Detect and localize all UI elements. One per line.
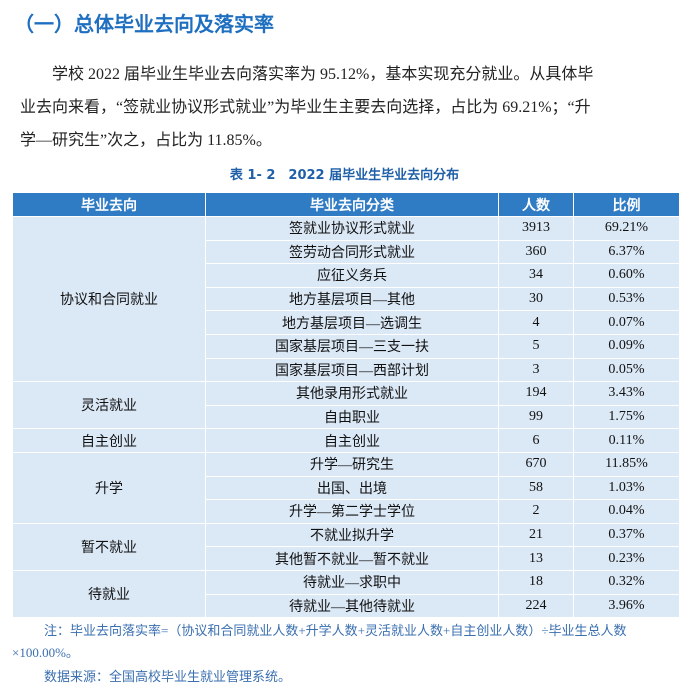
count-cell: 30	[498, 286, 574, 312]
table-row: 地方基层项目—其他 30 0.53%	[13, 286, 680, 312]
ratio-cell: 0.09%	[573, 333, 680, 359]
category-cell: 国家基层项目—三支一扶	[205, 333, 499, 359]
ratio-cell: 1.03%	[573, 475, 680, 501]
header-cell: 毕业去向	[12, 192, 206, 217]
table-row: 出国、出境 58 1.03%	[13, 475, 680, 501]
header-row: 毕业去向 毕业去向分类 人数 比例	[12, 192, 680, 217]
count-cell: 6	[498, 428, 574, 453]
table-row: 灵活就业 其他录用形式就业 194 3.43%	[12, 381, 680, 430]
paragraph-line: 学校 2022 届毕业生毕业去向落实率为 95.12%，基本实现充分就业。从具体…	[52, 66, 594, 83]
paragraph-line: 业去向来看，“签就业协议形式就业”为毕业生主要去向选择，占比为 69.21%；“…	[20, 99, 591, 116]
ratio-cell: 69.21%	[573, 216, 680, 241]
count-cell: 5	[498, 333, 574, 359]
table-row: 暂不就业 不就业拟升学 21 0.37%	[12, 522, 680, 571]
category-cell: 签劳动合同形式就业	[205, 239, 499, 265]
ratio-cell: 0.05%	[573, 357, 680, 383]
count-cell: 21	[498, 522, 574, 548]
ratio-cell: 0.11%	[573, 428, 680, 453]
table-body: 协议和合同就业 签就业协议形式就业 3913 69.21% 签劳动合同形式就业 360 6.…	[12, 215, 680, 619]
ratio-cell: 6.37%	[573, 239, 680, 265]
ratio-cell: 3.96%	[573, 593, 680, 619]
ratio-cell: 0.07%	[573, 310, 680, 335]
table-row: 签劳动合同形式就业 360 6.37%	[13, 239, 680, 265]
table-row: 协议和合同就业 签就业协议形式就业 3913 69.21%	[12, 215, 680, 383]
notes: 注：毕业去向落实率=（协议和合同就业人数+升学人数+灵活就业人数+自主创业人数）…	[12, 620, 667, 688]
count-cell: 3	[498, 357, 574, 383]
ratio-cell: 0.53%	[573, 286, 680, 312]
table-row: 待就业—其他待就业 224 3.96%	[13, 593, 680, 619]
category-cell: 其他录用形式就业	[205, 381, 499, 406]
count-cell: 18	[498, 569, 574, 595]
group-cell: 协议和合同就业	[12, 215, 206, 383]
table-row: 升学—第二学士学位 2 0.04%	[13, 499, 680, 524]
ratio-cell: 1.75%	[573, 404, 680, 430]
group-cell: 暂不就业	[12, 522, 206, 571]
header-cell: 毕业去向分类	[205, 192, 499, 217]
category-cell: 地方基层项目—选调生	[205, 310, 499, 335]
ratio-cell: 3.43%	[573, 381, 680, 406]
header-cell: 比例	[573, 192, 680, 217]
count-cell: 3913	[498, 216, 574, 241]
count-cell: 670	[498, 451, 574, 477]
count-cell: 360	[498, 239, 574, 265]
group-cell: 待就业	[12, 569, 206, 619]
count-cell: 2	[498, 499, 574, 524]
table-row: 升学 升学—研究生 670 11.85%	[12, 451, 680, 524]
ratio-cell: 0.37%	[573, 522, 680, 548]
count-cell: 4	[498, 310, 574, 335]
category-cell: 应征义务兵	[205, 263, 499, 288]
group-cell: 自主创业	[12, 428, 206, 453]
category-cell: 升学—研究生	[205, 451, 499, 477]
note: 数据来源：全国高校毕业生就业管理系统。	[44, 669, 292, 684]
header-cell: 人数	[498, 192, 574, 217]
table-row: 自主创业 自主创业 6 0.11%	[12, 428, 680, 453]
count-cell: 58	[498, 475, 574, 501]
count-cell: 194	[498, 381, 574, 406]
table-row: 其他暂不就业—暂不就业 13 0.23%	[13, 546, 680, 571]
ratio-cell: 0.60%	[573, 263, 680, 288]
count-cell: 13	[498, 546, 574, 571]
category-cell: 国家基层项目—西部计划	[205, 357, 499, 383]
paragraph: 学校 2022 届毕业生毕业去向落实率为 95.12%，基本实现充分就业。从具体…	[20, 62, 660, 161]
category-cell: 签就业协议形式就业	[205, 216, 499, 241]
table-caption: 表 1- 2 2022 届毕业生毕业去向分布	[229, 168, 460, 183]
category-cell: 自由职业	[205, 404, 499, 430]
paragraph-line: 学—研究生”次之，占比为 11.85%。	[20, 132, 272, 149]
table-row: 待就业 待就业—求职中 18 0.32%	[12, 569, 680, 619]
group-cell: 灵活就业	[12, 381, 206, 430]
count-cell: 99	[498, 404, 574, 430]
table: 毕业去向 毕业去向分类 人数 比例 协议和合同就业 签就业协议形式就业 3913 69.21…	[12, 192, 680, 619]
category-cell: 出国、出境	[205, 475, 499, 501]
count-cell: 34	[498, 263, 574, 288]
table-row: 自由职业 99 1.75%	[13, 404, 680, 430]
category-cell: 待就业—求职中	[205, 569, 499, 595]
table-row: 应征义务兵 34 0.60%	[13, 263, 680, 288]
table-row: 国家基层项目—三支一扶 5 0.09%	[13, 333, 680, 359]
count-cell: 224	[498, 593, 574, 619]
table-row: 地方基层项目—选调生 4 0.07%	[13, 310, 680, 335]
group-cell: 升学	[12, 451, 206, 524]
category-cell: 其他暂不就业—暂不就业	[205, 546, 499, 571]
category-cell: 自主创业	[205, 428, 499, 453]
category-cell: 待就业—其他待就业	[205, 593, 499, 619]
ratio-cell: 0.04%	[573, 499, 680, 524]
category-cell: 地方基层项目—其他	[205, 286, 499, 312]
table-row: 国家基层项目—西部计划 3 0.05%	[13, 357, 680, 383]
category-cell: 不就业拟升学	[205, 522, 499, 548]
ratio-cell: 11.85%	[573, 451, 680, 477]
category-cell: 升学—第二学士学位	[205, 499, 499, 524]
ratio-cell: 0.32%	[573, 569, 680, 595]
note: 注：毕业去向落实率=（协议和合同就业人数+升学人数+灵活就业人数+自主创业人数）…	[12, 623, 627, 660]
ratio-cell: 0.23%	[573, 546, 680, 571]
heading: （一）总体毕业去向及落实率	[14, 12, 274, 36]
